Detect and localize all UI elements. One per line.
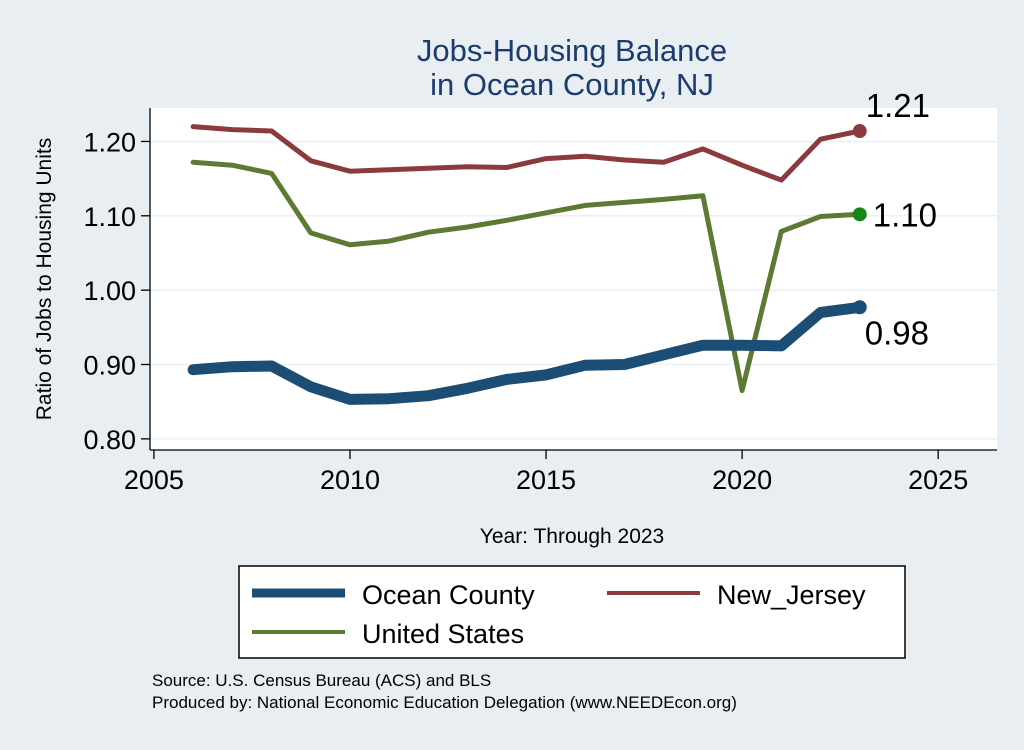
legend-box: [238, 565, 906, 659]
y-tick-label-0.80: 0.80: [83, 425, 136, 455]
end-label-new-jersey: 1.21: [866, 87, 930, 124]
y-tick-label-0.90: 0.90: [83, 351, 136, 381]
legend-label-united-states: United States: [362, 619, 524, 649]
legend: Ocean County New_Jersey United States: [238, 565, 906, 659]
axes: 0.80 0.90 1.00 1.10 1.20 2005 2010 2015 2020 2025: [83, 108, 997, 495]
x-tick-label-2020: 2020: [712, 465, 772, 495]
end-label-ocean-county: 0.98: [865, 314, 929, 351]
series-line-new-jersey: [190, 124, 863, 183]
end-labels: 1.21 1.10 0.98: [852, 87, 937, 351]
x-tick-label-2010: 2010: [320, 465, 380, 495]
series-line-united-states: [190, 159, 863, 393]
x-tick-label-2005: 2005: [124, 465, 184, 495]
y-tick-label-1.20: 1.20: [83, 127, 136, 157]
legend-label-ocean-county: Ocean County: [362, 580, 535, 610]
end-label-united-states: 1.10: [873, 196, 937, 233]
end-marker-new-jersey: [852, 124, 867, 139]
legend-label-new-jersey: New_Jersey: [717, 580, 866, 610]
series-layer: [187, 124, 866, 405]
x-tick-label-2015: 2015: [516, 465, 576, 495]
chart-title-line-2: in Ocean County, NJ: [430, 67, 714, 102]
series-line-ocean-county: [187, 301, 866, 405]
y-tick-label-1.00: 1.00: [83, 276, 136, 306]
plot-area: [150, 108, 997, 450]
x-axis-label: Year: Through 2023: [480, 525, 665, 548]
producer-note: Produced by: National Economic Education…: [152, 693, 737, 712]
source-note: Source: U.S. Census Bureau (ACS) and BLS: [152, 671, 491, 690]
end-marker-ocean-county: [852, 300, 867, 315]
y-axis-label: Ratio of Jobs to Housing Units: [33, 138, 56, 420]
y-tick-label-1.10: 1.10: [83, 202, 136, 232]
x-tick-label-2025: 2025: [908, 465, 968, 495]
chart-title-line-1: Jobs-Housing Balance: [417, 33, 727, 68]
end-marker-united-states: [852, 207, 867, 222]
